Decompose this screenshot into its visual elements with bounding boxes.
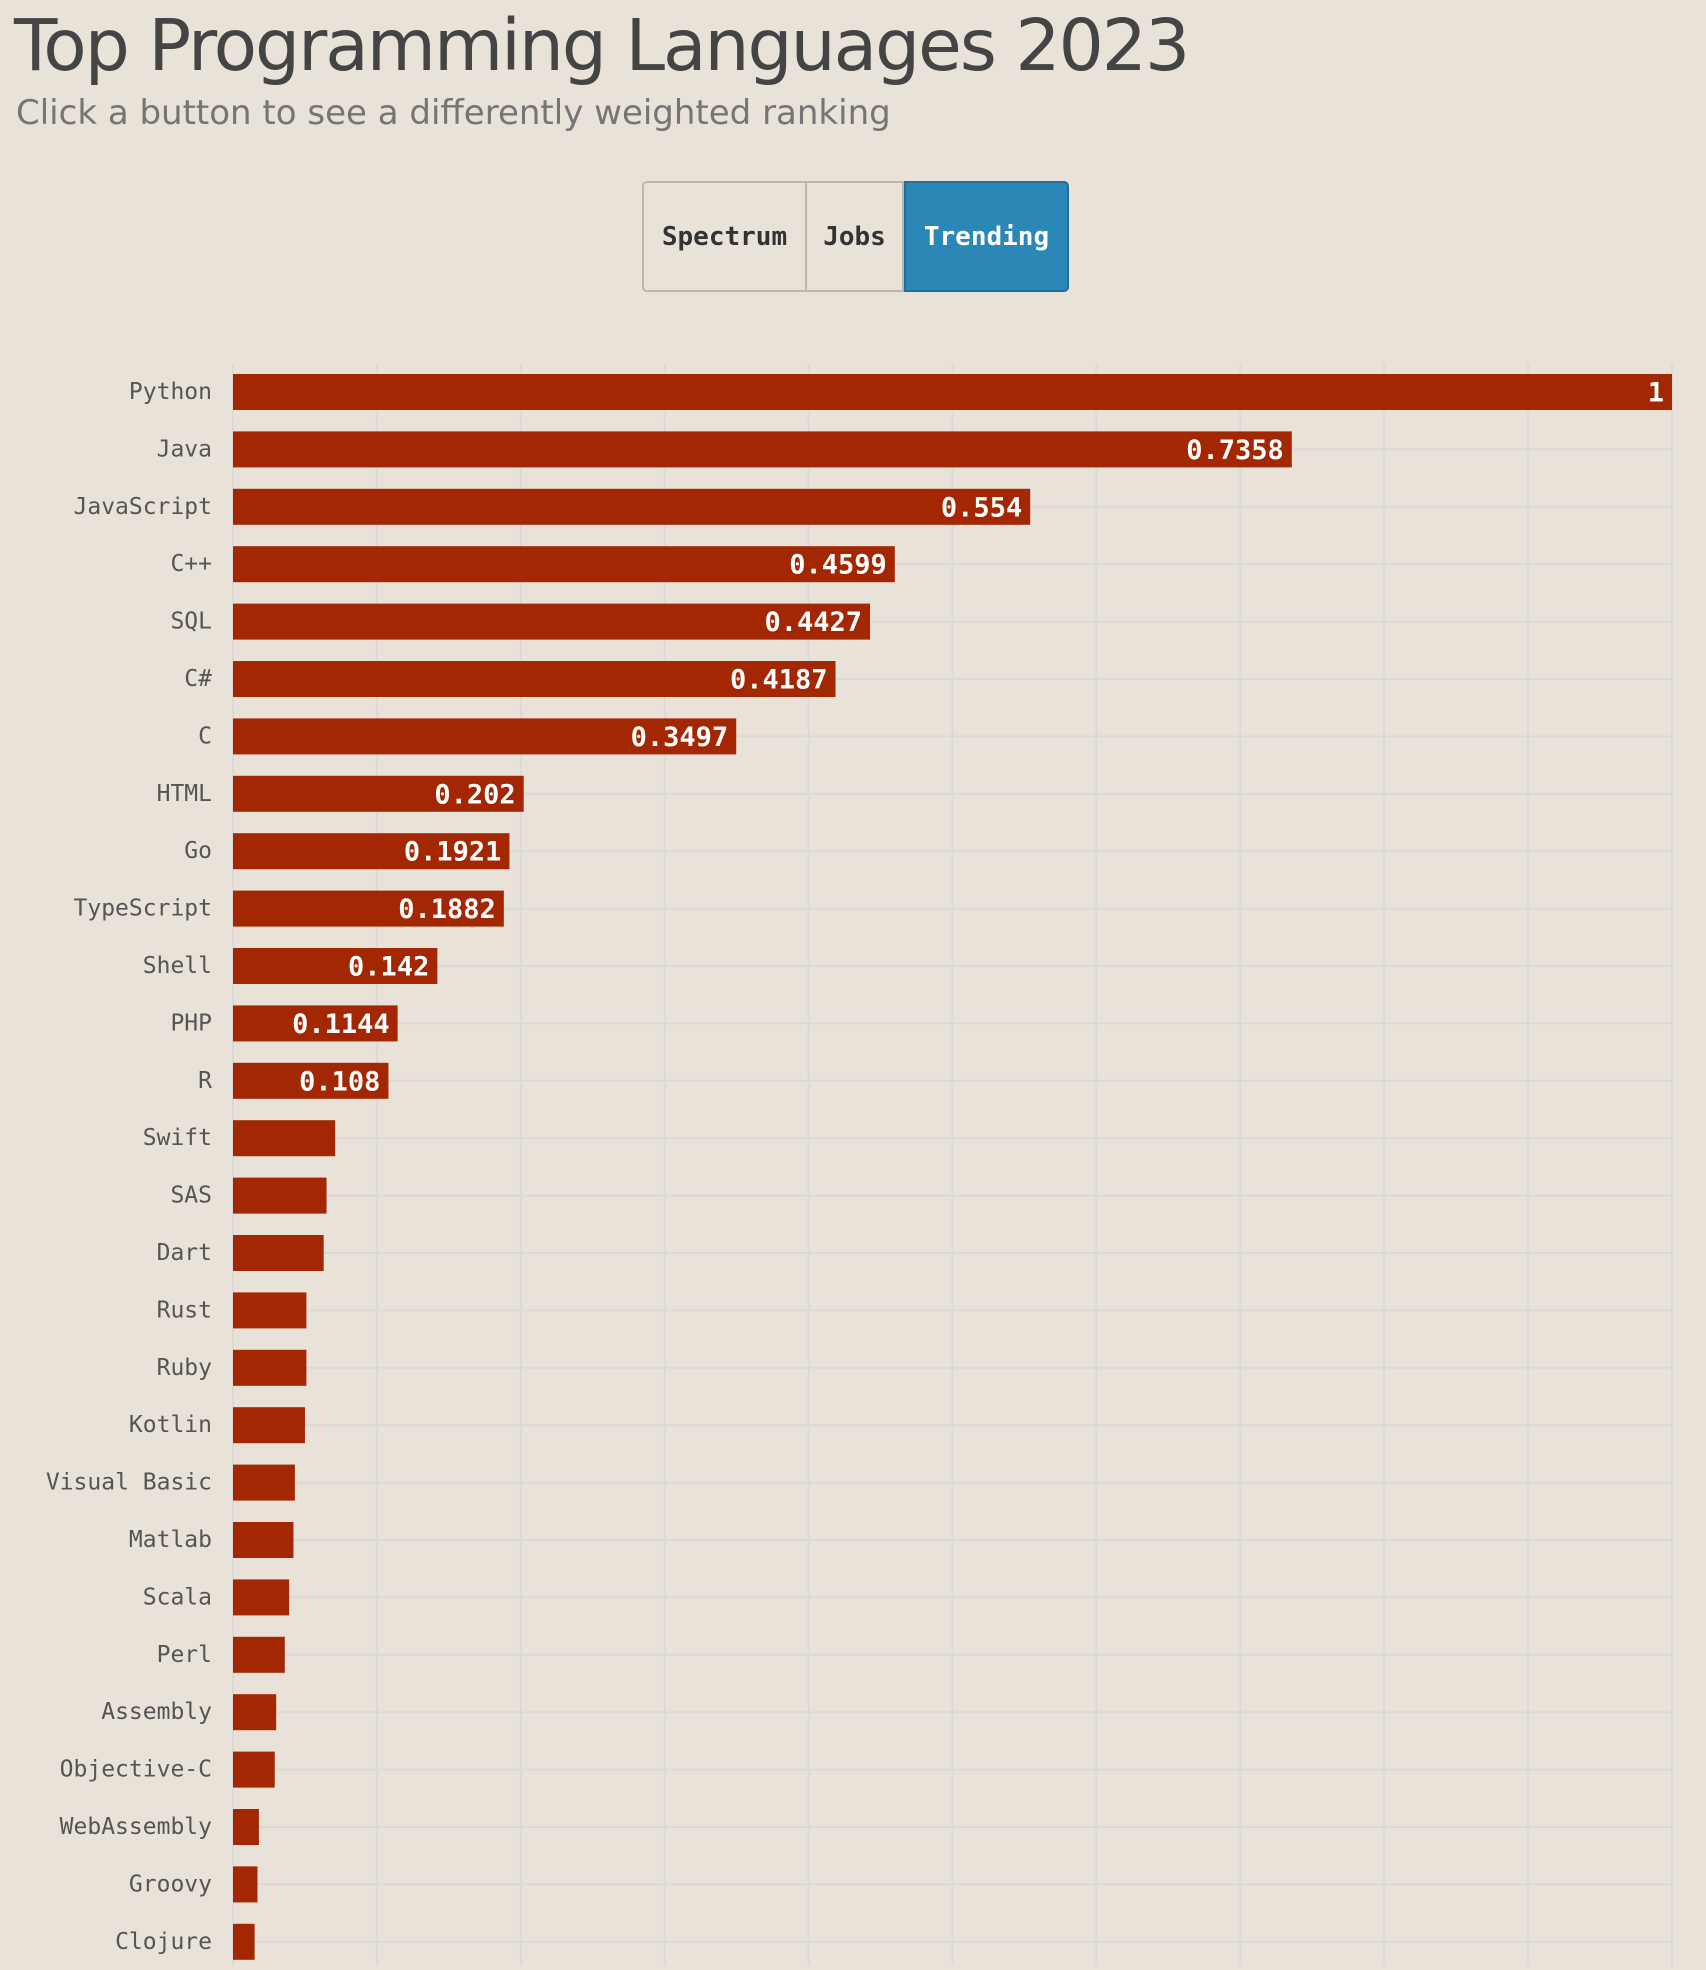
value-label: 0.4599 (789, 550, 887, 581)
bar-webassembly[interactable] (233, 1809, 259, 1845)
value-label: 0.142 (348, 952, 429, 983)
value-label: 0.3497 (631, 722, 729, 753)
category-label: C# (184, 666, 212, 692)
bar-matlab[interactable] (233, 1522, 294, 1558)
category-label: R (198, 1068, 212, 1094)
bar-typescript[interactable] (233, 890, 504, 927)
bar-r[interactable] (233, 1062, 389, 1099)
category-label: Ruby (157, 1355, 212, 1381)
bar-scala[interactable] (233, 1579, 290, 1616)
chart-subtitle: Click a button to see a differently weig… (16, 93, 891, 133)
category-label: Go (184, 838, 212, 864)
bar-sql[interactable] (233, 603, 871, 640)
category-label: Clojure (115, 1929, 212, 1955)
jobs-button[interactable]: Jobs (807, 181, 904, 292)
bar-php[interactable] (233, 1005, 398, 1042)
value-label: 0.7358 (1186, 435, 1284, 466)
value-label: 0.108 (299, 1066, 380, 1097)
bar-clojure[interactable] (233, 1923, 255, 1960)
category-label: Python (129, 379, 212, 405)
bar-kotlin[interactable] (233, 1407, 305, 1444)
bar-objective-c[interactable] (233, 1751, 275, 1788)
bar-swift[interactable] (233, 1120, 336, 1157)
bar-chart: Python 1 Java 0.7358 JavaScript 0.554 C++ 0.459… (46, 364, 1673, 1966)
category-label: Matlab (129, 1527, 212, 1553)
bar-go[interactable] (233, 833, 510, 870)
bar-python[interactable] (233, 374, 1672, 410)
category-label: Kotlin (129, 1412, 212, 1438)
bar-javascript[interactable] (233, 488, 1031, 525)
value-label: 0.1144 (292, 1009, 390, 1040)
value-label: 0.1882 (398, 894, 496, 925)
bar-c[interactable] (233, 718, 737, 755)
category-label: C++ (170, 551, 212, 577)
chart-title: Top Programming Languages 2023 (14, 4, 1190, 87)
bar-shell[interactable] (233, 948, 438, 984)
category-label: Scala (143, 1584, 212, 1610)
category-label: HTML (157, 781, 212, 807)
value-label: 1 (1648, 378, 1664, 409)
category-label: Visual Basic (46, 1470, 212, 1496)
bar-sas[interactable] (233, 1177, 327, 1214)
bar-groovy[interactable] (233, 1866, 258, 1903)
spectrum-button[interactable]: Spectrum (642, 181, 807, 292)
trending-button[interactable]: Trending (904, 181, 1069, 292)
category-label: PHP (170, 1010, 212, 1036)
bar-java[interactable] (233, 431, 1292, 468)
bar-c-[interactable] (233, 661, 836, 697)
category-label: Rust (157, 1297, 212, 1323)
bar-ruby[interactable] (233, 1349, 307, 1386)
value-label: 0.1921 (404, 837, 502, 868)
category-label: SQL (170, 609, 212, 635)
category-label: Java (157, 436, 212, 462)
bar-c-[interactable] (233, 546, 895, 583)
bar-rust[interactable] (233, 1292, 307, 1329)
category-label: Assembly (101, 1699, 212, 1725)
bar-perl[interactable] (233, 1636, 285, 1673)
category-label: Objective-C (60, 1757, 212, 1783)
category-label: Groovy (129, 1871, 212, 1897)
category-label: WebAssembly (60, 1814, 212, 1840)
ranking-button-group: Spectrum Jobs Trending (642, 181, 1069, 292)
bar-visual-basic[interactable] (233, 1464, 295, 1501)
bar-dart[interactable] (233, 1235, 324, 1271)
value-label: 0.4427 (764, 607, 862, 638)
bar-html[interactable] (233, 775, 524, 812)
category-label: Dart (157, 1240, 212, 1266)
category-label: SAS (170, 1183, 212, 1209)
category-label: C (198, 723, 212, 749)
category-label: JavaScript (74, 494, 212, 520)
category-label: Swift (143, 1125, 212, 1151)
value-label: 0.202 (434, 779, 515, 810)
value-label: 0.554 (941, 492, 1022, 523)
category-label: TypeScript (74, 896, 212, 922)
bar-assembly[interactable] (233, 1694, 277, 1731)
value-label: 0.4187 (730, 665, 828, 696)
category-label: Perl (157, 1642, 212, 1668)
category-label: Shell (143, 953, 212, 979)
